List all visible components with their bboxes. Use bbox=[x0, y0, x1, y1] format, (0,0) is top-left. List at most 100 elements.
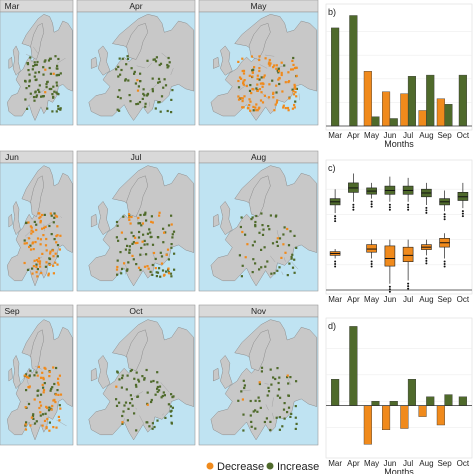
increase-dot bbox=[295, 246, 298, 249]
increase-dot bbox=[260, 370, 263, 373]
map-panel-jul: Jul bbox=[76, 150, 196, 292]
increase-bar-oct bbox=[458, 74, 467, 127]
increase-dot bbox=[118, 89, 121, 92]
legend-increase-label: Increase bbox=[277, 461, 319, 473]
decrease-dot bbox=[29, 424, 32, 427]
map-month-label: Mar bbox=[5, 1, 20, 11]
increase-dot bbox=[35, 420, 38, 423]
decrease-dot bbox=[57, 393, 60, 396]
x-axis-title: Months bbox=[384, 467, 414, 474]
decrease-dot bbox=[54, 214, 57, 217]
increase-dot bbox=[145, 253, 148, 256]
decrease-dot bbox=[36, 275, 39, 278]
map-panel-nov: Nov bbox=[198, 304, 319, 446]
decrease-dot bbox=[249, 109, 252, 112]
increase-dot bbox=[24, 98, 27, 101]
increase-dot bbox=[170, 409, 173, 412]
decrease-dot bbox=[261, 101, 265, 104]
increase-dot bbox=[138, 222, 142, 225]
increase-dot bbox=[260, 76, 263, 79]
decrease-dot bbox=[52, 426, 55, 429]
increase-dot bbox=[37, 88, 40, 91]
decrease-dot bbox=[242, 106, 245, 109]
decrease-dot bbox=[249, 100, 252, 103]
decrease-dot bbox=[277, 69, 281, 73]
increase-dot bbox=[283, 226, 286, 229]
decrease-dot bbox=[120, 231, 123, 234]
chart-panel-d: d) Mar Apr May Jun Jul Aug Sep Oct Months bbox=[325, 317, 473, 474]
increase-dot bbox=[291, 266, 295, 269]
increase-dot bbox=[276, 244, 279, 247]
x-tick-label-mar: Mar bbox=[328, 295, 342, 304]
increase-dot bbox=[156, 371, 159, 374]
x-tick-label-apr: Apr bbox=[347, 295, 360, 304]
increase-bar-aug bbox=[426, 396, 435, 406]
chart-panel-label: b) bbox=[328, 7, 336, 17]
decrease-dot bbox=[242, 72, 246, 75]
decrease-dot bbox=[256, 83, 259, 86]
increase-dot bbox=[286, 376, 289, 379]
decrease-dot bbox=[275, 67, 278, 70]
decrease-box-jun bbox=[384, 239, 396, 293]
increase-dot bbox=[278, 376, 281, 379]
increase-dot bbox=[144, 102, 147, 105]
chart-background bbox=[325, 159, 473, 295]
increase-dot bbox=[38, 90, 41, 93]
decrease-dot bbox=[293, 83, 296, 86]
increase-dot bbox=[120, 68, 123, 72]
increase-dot bbox=[277, 67, 280, 70]
increase-dot bbox=[136, 395, 140, 398]
increase-dot bbox=[243, 386, 246, 390]
border-line bbox=[56, 57, 66, 64]
increase-dot bbox=[173, 268, 176, 271]
increase-dot bbox=[250, 218, 253, 221]
decrease-dot bbox=[27, 376, 30, 379]
increase-dot bbox=[44, 412, 47, 415]
increase-bar-jun bbox=[389, 401, 398, 406]
increase-dot bbox=[45, 86, 48, 89]
increase-dot bbox=[154, 107, 157, 110]
decrease-dot bbox=[282, 106, 285, 109]
decrease-dot bbox=[34, 241, 37, 244]
increase-dot bbox=[149, 236, 152, 239]
increase-dot bbox=[277, 71, 280, 74]
increase-dot bbox=[255, 87, 258, 90]
increase-dot bbox=[261, 224, 264, 227]
decrease-dot bbox=[277, 78, 280, 81]
decrease-dot bbox=[241, 97, 244, 100]
increase-dot bbox=[255, 214, 258, 218]
increase-dot bbox=[293, 271, 296, 274]
increase-dot bbox=[115, 398, 118, 401]
decrease-dot bbox=[36, 237, 40, 240]
box-outlier bbox=[370, 260, 373, 263]
chart-panels: b) Mar Apr May Jun Jul Aug Sep Oct Months c) Mar Apr… bbox=[325, 3, 473, 474]
decrease-dot bbox=[262, 76, 265, 79]
increase-dot bbox=[151, 422, 154, 425]
increase-box-apr bbox=[348, 173, 359, 211]
border-line bbox=[170, 68, 174, 76]
decrease-bar-aug bbox=[418, 405, 427, 417]
decrease-dot bbox=[284, 81, 287, 84]
decrease-dot bbox=[41, 424, 44, 427]
increase-dot bbox=[139, 253, 142, 256]
increase-dot bbox=[135, 371, 138, 374]
increase-dot bbox=[137, 85, 140, 88]
land-shape bbox=[97, 200, 111, 236]
decrease-dot bbox=[31, 242, 34, 245]
increase-dot bbox=[271, 79, 274, 82]
increase-dot bbox=[35, 78, 38, 81]
decrease-dot bbox=[272, 96, 275, 99]
border-line bbox=[265, 404, 269, 411]
decrease-dot bbox=[36, 374, 39, 377]
increase-dot bbox=[121, 374, 124, 377]
increase-dot bbox=[139, 268, 142, 272]
decrease-dot bbox=[255, 103, 258, 106]
increase-dot bbox=[127, 407, 130, 410]
increase-bar-sep bbox=[444, 104, 453, 127]
increase-bar-jun bbox=[389, 118, 398, 127]
decrease-dot bbox=[284, 107, 287, 110]
increase-dot bbox=[291, 253, 294, 256]
decrease-dot bbox=[256, 109, 259, 112]
increase-dot bbox=[31, 68, 34, 71]
decrease-dot bbox=[115, 385, 118, 388]
